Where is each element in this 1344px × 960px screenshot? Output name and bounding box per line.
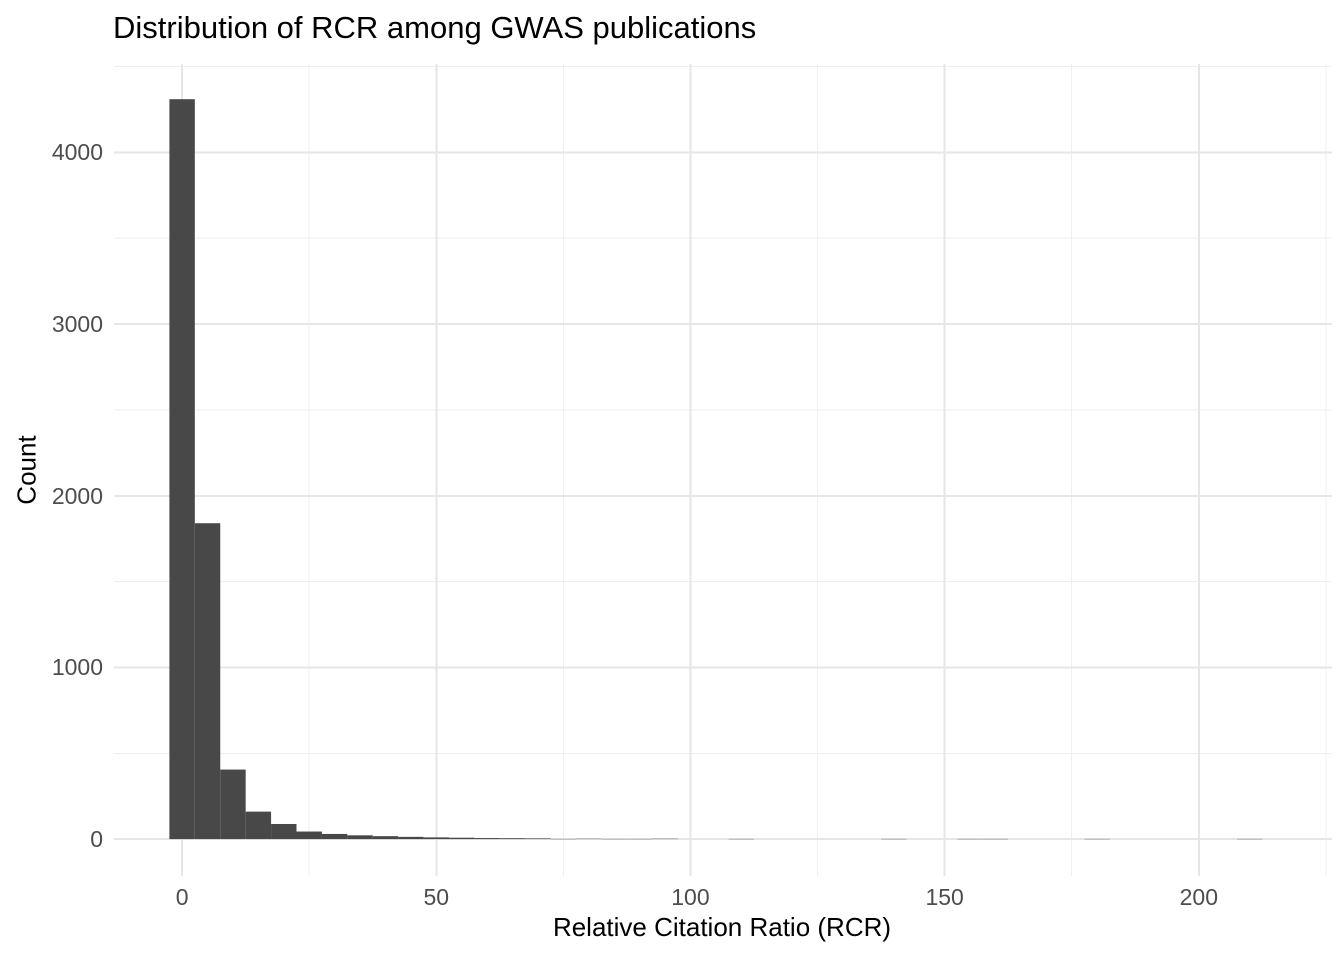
histogram-bar	[474, 838, 500, 840]
histogram-bar	[321, 833, 348, 840]
x-tick-label: 50	[423, 884, 450, 910]
chart-title: Distribution of RCR among GWAS publicati…	[113, 10, 757, 45]
histogram-bar	[245, 811, 272, 840]
y-tick-label: 3000	[51, 311, 103, 338]
histogram-bar	[194, 523, 221, 840]
x-tick-label: 200	[1179, 884, 1218, 910]
x-axis-title: Relative Citation Ratio (RCR)	[552, 912, 892, 942]
histogram-bar	[499, 838, 526, 840]
minor-gridlines	[114, 64, 1332, 876]
histogram-bar	[525, 838, 551, 840]
x-tick-label: 150	[925, 884, 964, 910]
y-tick-label: 2000	[51, 482, 103, 509]
histogram-bar	[347, 835, 373, 840]
histogram-bar	[220, 769, 246, 840]
histogram-bar	[271, 823, 297, 840]
y-tick-label: 0	[90, 826, 103, 853]
histogram-bar	[423, 837, 450, 840]
histogram-bar	[169, 99, 195, 840]
y-axis-title: Count	[11, 435, 42, 505]
histogram-bar	[372, 836, 399, 840]
histogram-bar	[449, 837, 475, 840]
major-gridlines	[114, 64, 1332, 876]
x-tick-label: 0	[175, 884, 189, 910]
y-tick-label: 4000	[51, 139, 103, 166]
x-tick-label: 100	[671, 884, 710, 910]
histogram-bar	[296, 831, 322, 840]
histogram-bars	[169, 99, 1263, 840]
y-tick-label: 1000	[51, 654, 103, 681]
histogram-bar	[398, 836, 424, 840]
